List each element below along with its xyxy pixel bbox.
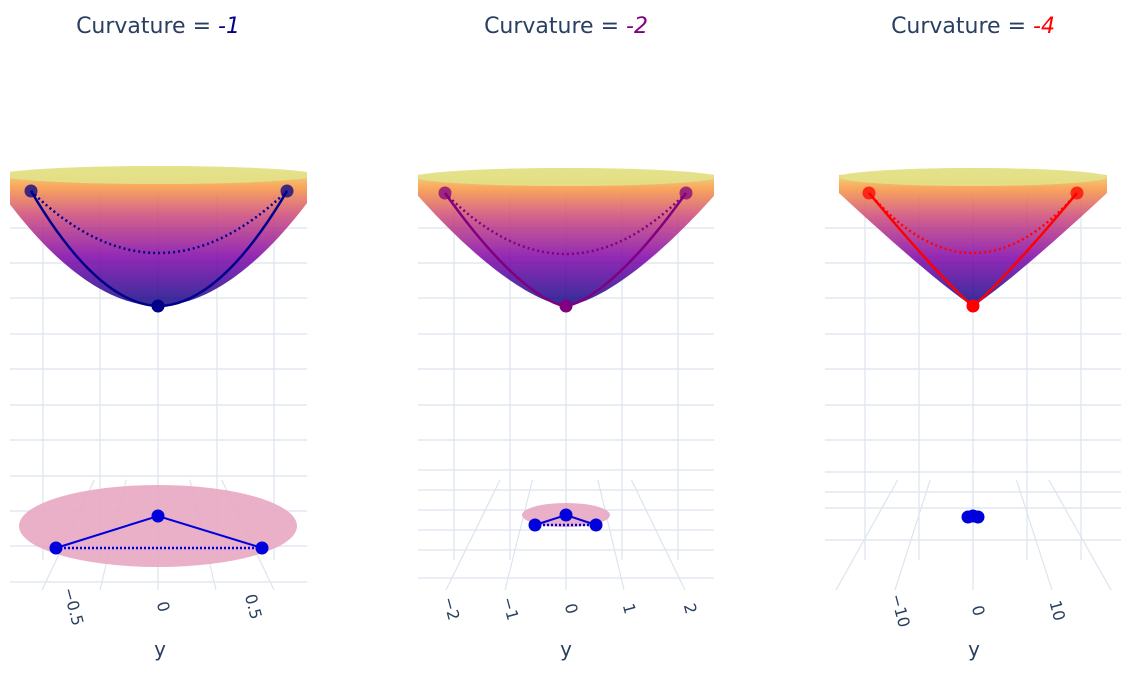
tick-label: 1 [619, 601, 640, 616]
tick-label: −2 [439, 595, 463, 623]
gridline-floor [597, 479, 625, 591]
vertex-point [559, 299, 573, 313]
poincare-disk [19, 485, 297, 567]
surface-rim [10, 166, 307, 184]
geodesic-dotted [868, 192, 1078, 255]
surface-layer [10, 166, 307, 313]
vertex-point [1070, 186, 1084, 200]
projection-point [528, 518, 542, 532]
disk-layer [19, 485, 297, 567]
gridline-floor [835, 479, 899, 591]
disk-layer [961, 509, 985, 524]
surface-bowl [418, 168, 714, 306]
vertex-point [151, 299, 165, 313]
tick-label: −10 [887, 592, 914, 630]
projection-point [971, 510, 985, 524]
chart-panel-2: Curvature = -2 −2 −1 0 1 2 y [418, 14, 714, 661]
x-axis-label: y [560, 637, 572, 661]
tick-label: 0 [561, 601, 582, 616]
grid-layer [418, 195, 714, 591]
tick-label: −1 [498, 595, 522, 623]
surface-layer [418, 168, 714, 313]
tick-label: 0.5 [241, 592, 266, 622]
vertex-point [438, 186, 452, 200]
tick-label: 0 [153, 599, 174, 614]
chart-title: Curvature = -1 [76, 14, 240, 39]
geodesic-dotted [30, 190, 288, 255]
projection-point [589, 518, 603, 532]
tick-label: 10 [1046, 598, 1070, 623]
surface-bowl [10, 166, 307, 306]
tick-label: 0 [968, 603, 989, 618]
projection-point [49, 541, 63, 555]
curvature-value: -2 [626, 14, 648, 39]
projection-point [151, 509, 165, 523]
disk-layer [522, 503, 610, 532]
vertex-point [966, 299, 980, 313]
surface-layer [839, 168, 1107, 313]
curvature-value: -1 [218, 14, 240, 39]
chart-panel-1: Curvature = -1 −0.5 0 0.5 y [10, 14, 307, 661]
x-axis-label: y [154, 637, 166, 661]
vertex-point [862, 186, 876, 200]
tick-label: −0.5 [59, 585, 87, 627]
curvature-value: -4 [1033, 14, 1055, 39]
chart-title: Curvature = -2 [484, 14, 648, 39]
geodesic-dotted [444, 192, 687, 256]
chart-panel-3: Curvature = -4 −10 0 10 y [825, 14, 1121, 661]
gridline-floor [1048, 479, 1112, 591]
gridline-floor [1015, 479, 1053, 591]
gridline-floor [630, 479, 686, 591]
tick-label: 2 [680, 601, 701, 616]
tick-layer: −2 −1 0 1 2 [439, 595, 701, 623]
surface-bowl [839, 168, 1107, 306]
tick-layer: −10 0 10 [887, 592, 1069, 630]
vertex-point [280, 184, 294, 198]
projection-point [559, 508, 573, 522]
gridline-floor [445, 479, 501, 591]
tick-layer: −0.5 0 0.5 [59, 585, 266, 627]
surface-rim [839, 168, 1107, 186]
x-axis-label: y [968, 637, 980, 661]
gridline-floor [504, 479, 534, 591]
vertex-point [24, 184, 38, 198]
surface-rim [418, 168, 714, 186]
projection-point [255, 541, 269, 555]
vertex-point [679, 186, 693, 200]
gridline-floor [894, 479, 931, 591]
chart-title: Curvature = -4 [891, 14, 1055, 39]
